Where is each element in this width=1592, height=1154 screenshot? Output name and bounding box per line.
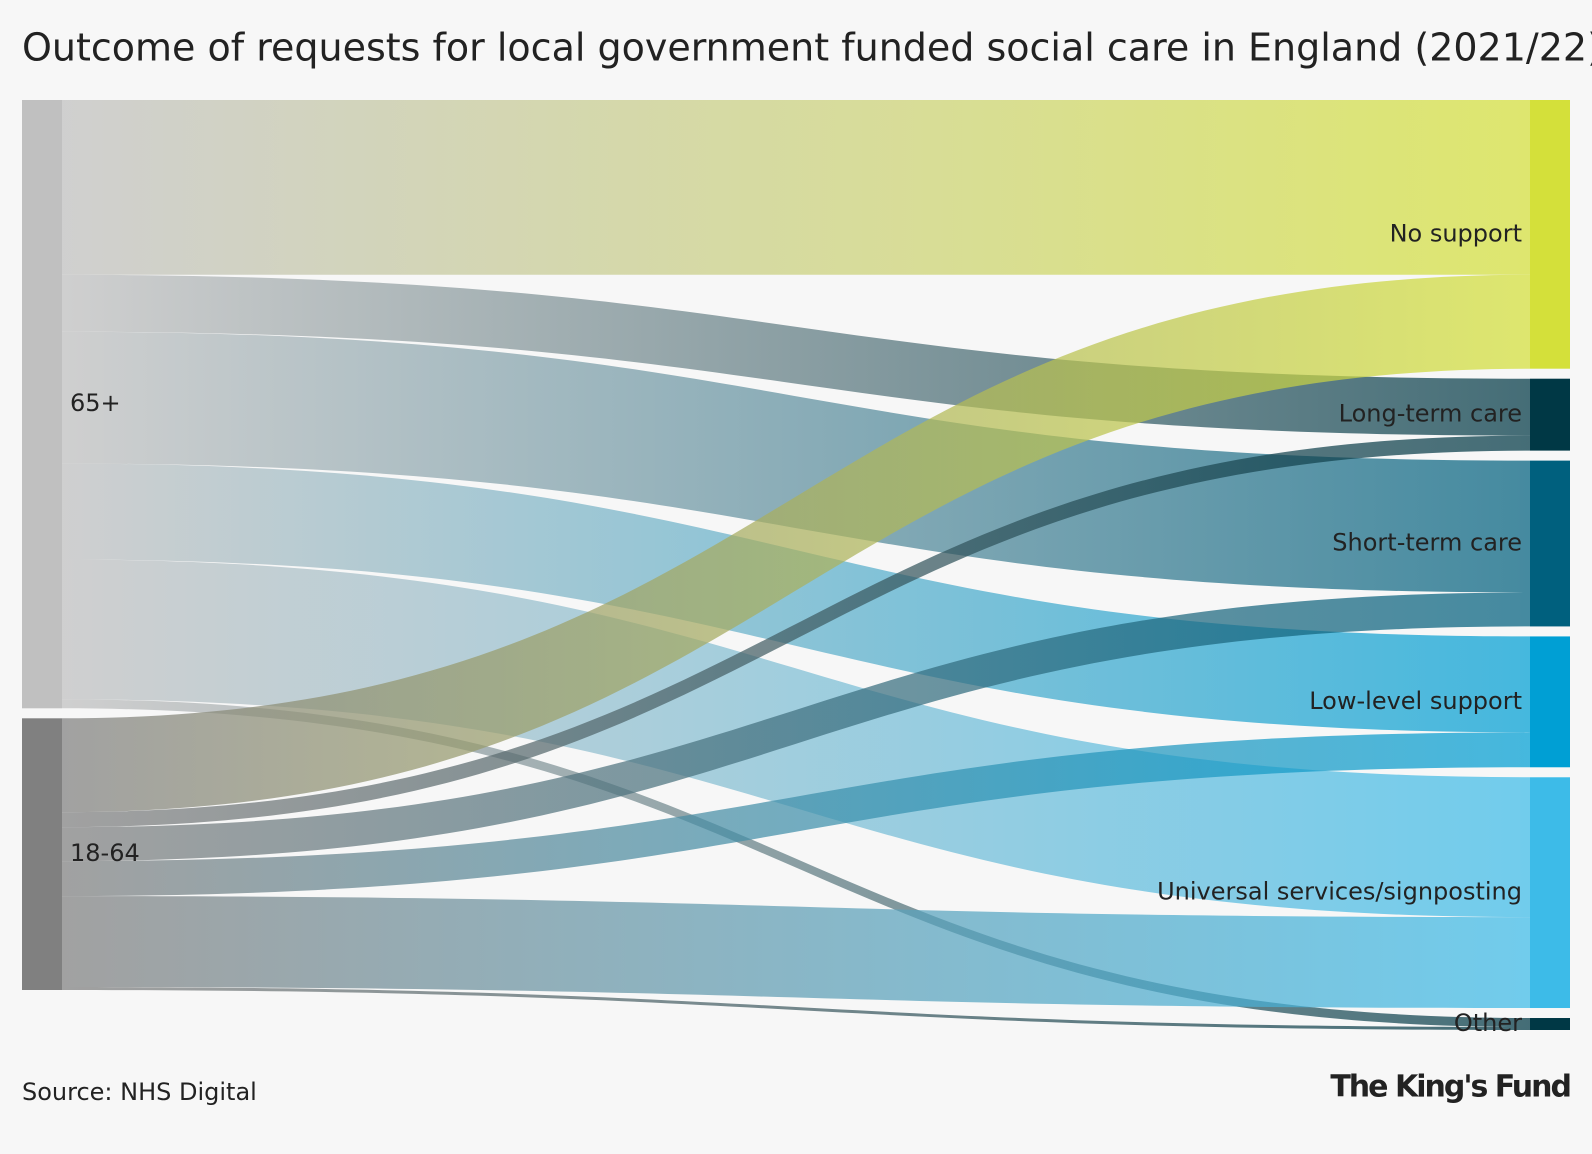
node-label: 18-64 xyxy=(70,839,140,867)
node-label: Universal services/signposting xyxy=(1157,878,1522,906)
node xyxy=(22,100,62,709)
chart-title: Outcome of requests for local government… xyxy=(22,26,1592,70)
node-label: Other xyxy=(1454,1009,1522,1037)
node-label: Low-level support xyxy=(1309,687,1522,715)
node-label: Long-term care xyxy=(1339,400,1522,428)
node xyxy=(1530,1018,1570,1030)
node xyxy=(22,718,62,990)
node xyxy=(1530,100,1570,369)
node xyxy=(1530,460,1570,627)
source-note: Source: NHS Digital xyxy=(22,1078,257,1106)
flow xyxy=(62,699,1530,1028)
logo: The King's Fund xyxy=(1330,1070,1570,1105)
flow xyxy=(62,100,1530,275)
node-label: 65+ xyxy=(70,389,121,417)
flow xyxy=(62,463,1530,733)
node-label: No support xyxy=(1390,219,1522,247)
node-label: Short-term care xyxy=(1332,529,1522,557)
flow xyxy=(62,592,1530,862)
flow xyxy=(62,896,1530,1009)
node xyxy=(1530,636,1570,768)
flow xyxy=(62,331,1530,593)
node xyxy=(1530,777,1570,1009)
flow xyxy=(62,274,1530,813)
node xyxy=(1530,378,1570,451)
flow xyxy=(62,987,1530,1030)
flow xyxy=(62,435,1530,828)
flow xyxy=(62,732,1530,897)
